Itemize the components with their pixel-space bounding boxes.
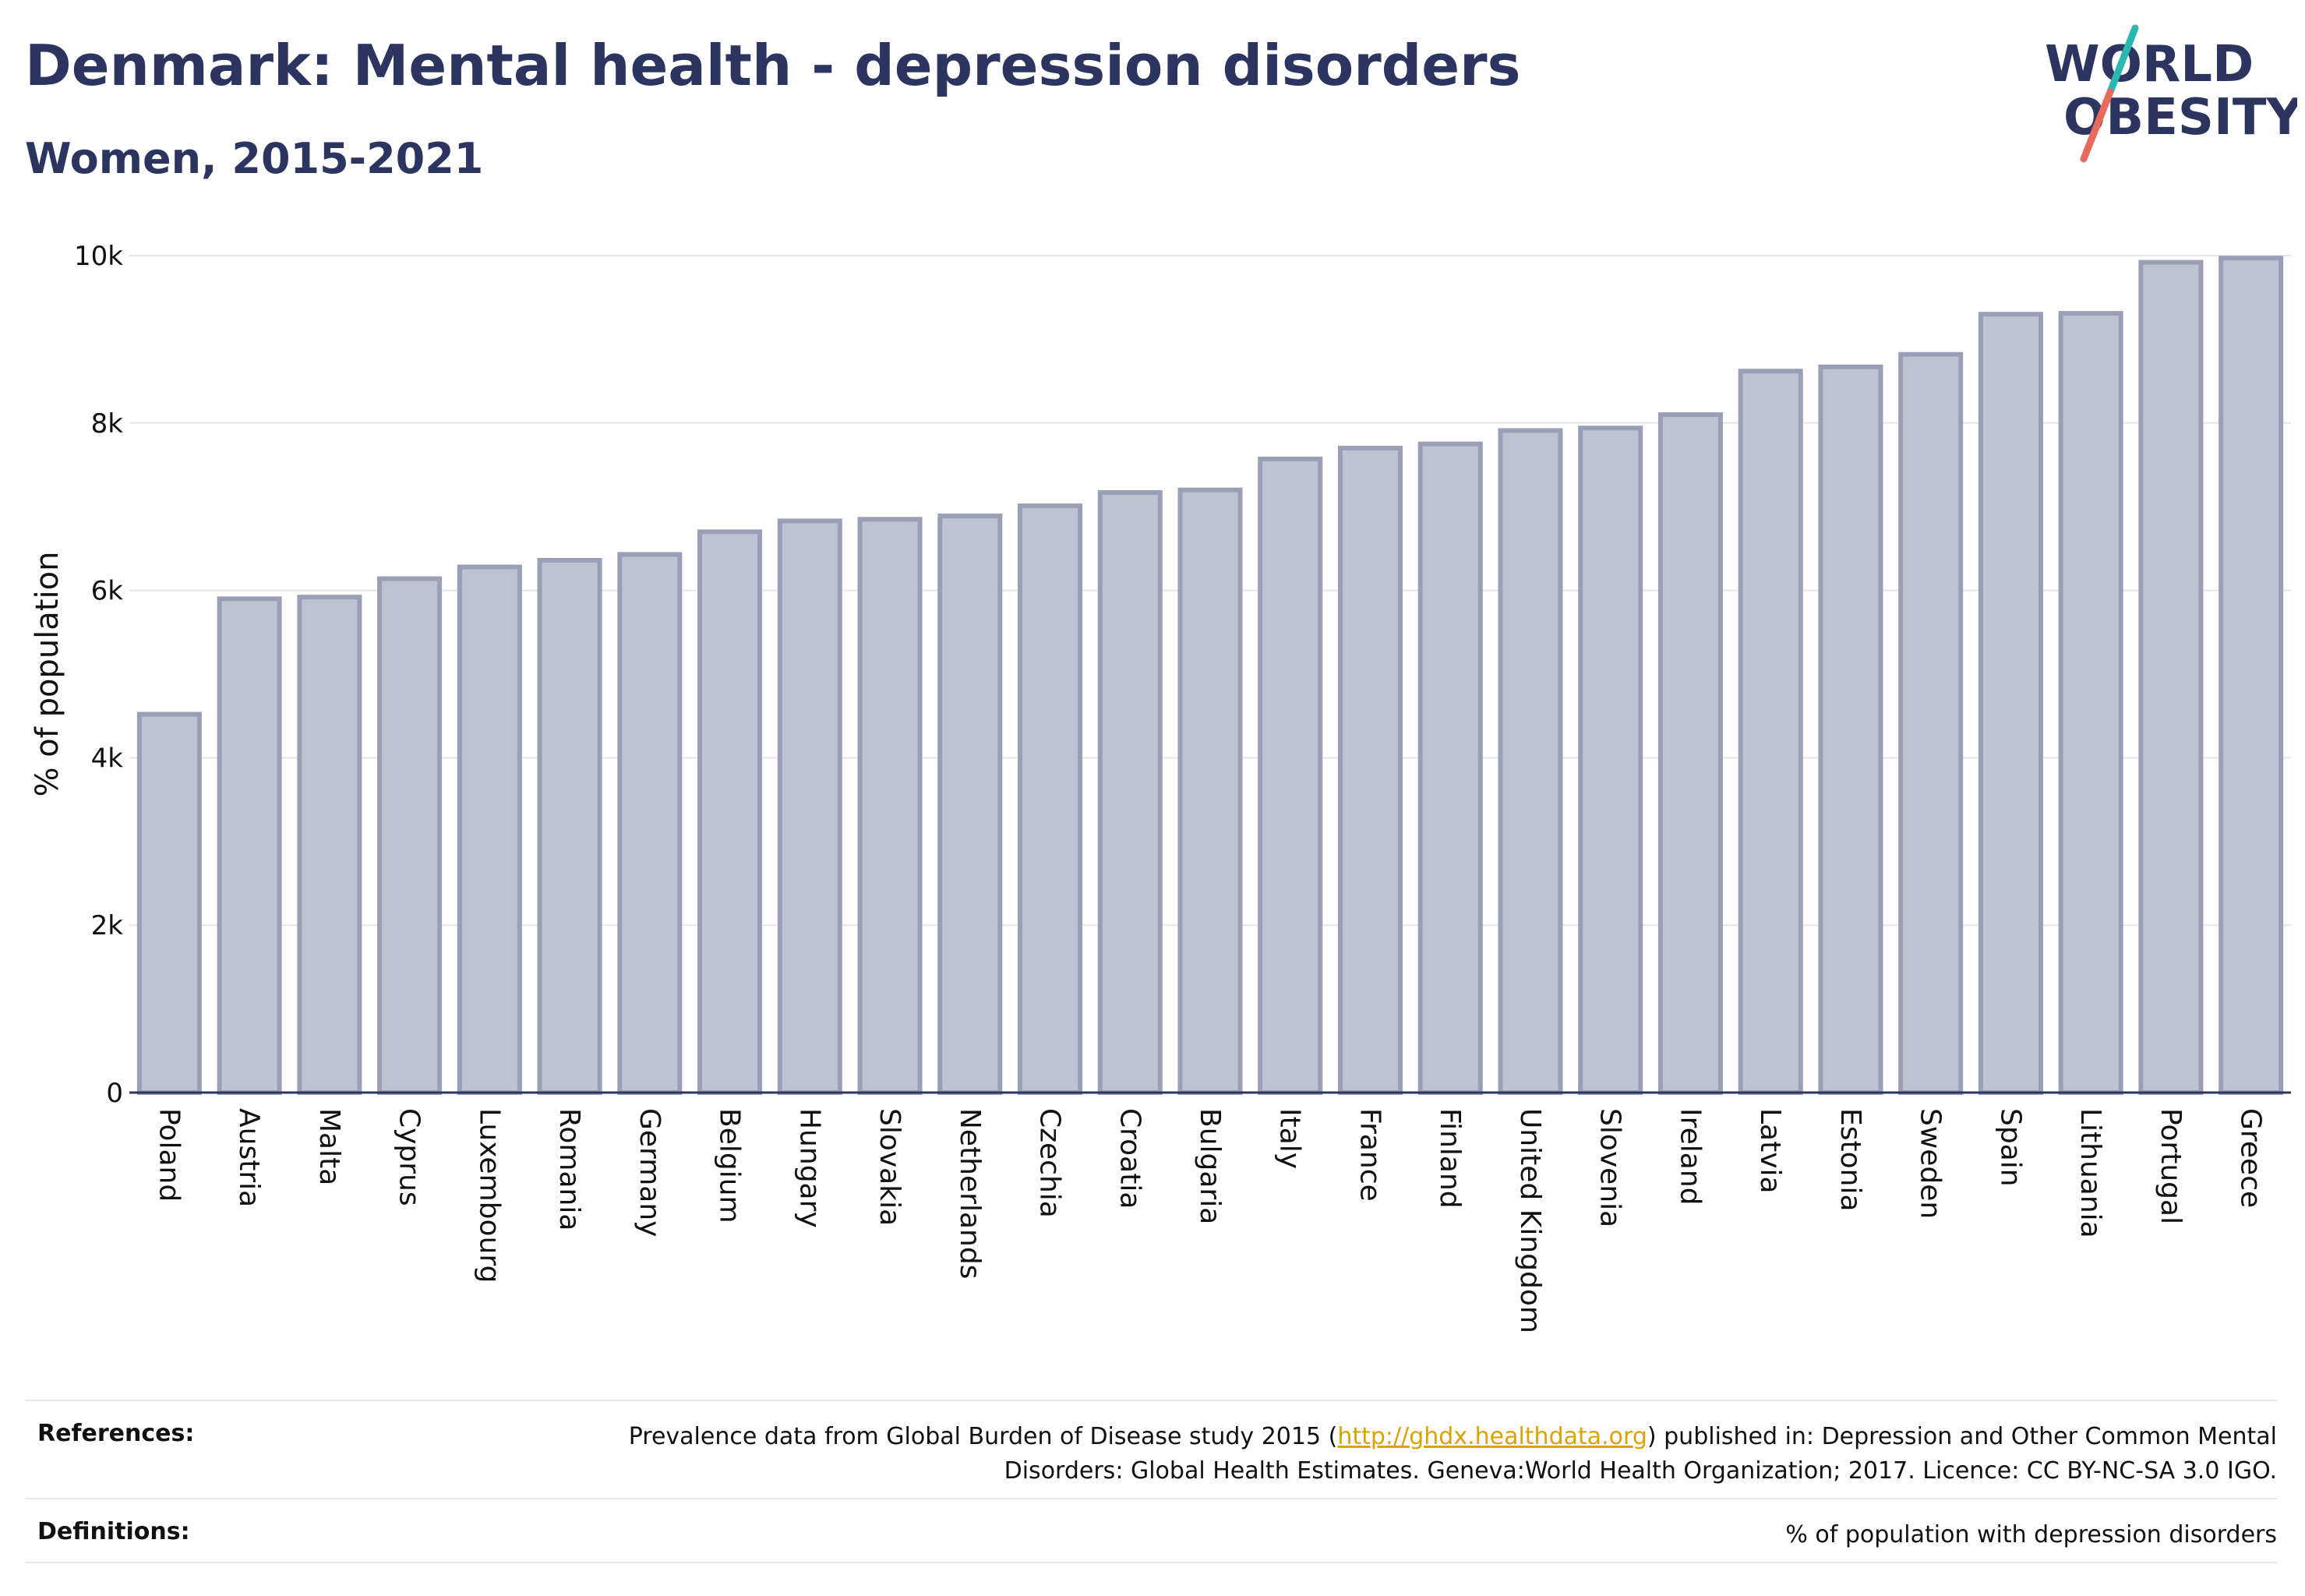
y-tick-label: 10k (74, 241, 123, 272)
bar (2138, 260, 2204, 1095)
references-link[interactable]: http://ghdx.healthdata.org (1337, 1423, 1647, 1450)
bar (2219, 256, 2284, 1095)
bar (617, 552, 683, 1095)
references-label: References: (37, 1420, 195, 1447)
bar (1898, 351, 1964, 1095)
x-tick-label: Bulgaria (1194, 1108, 1226, 1224)
bar (1657, 412, 1723, 1095)
bar (1177, 487, 1243, 1095)
definitions-row: Definitions: % of population with depres… (25, 1518, 2277, 1557)
y-tick-label: 2k (91, 910, 124, 941)
x-tick-label: France (1354, 1108, 1385, 1202)
x-tick-label: Sweden (1915, 1108, 1947, 1219)
bar (697, 529, 763, 1095)
x-tick-label: Finland (1434, 1108, 1466, 1209)
x-tick-label: Austria (233, 1108, 265, 1207)
logo-slash-top (2106, 24, 2139, 96)
bar (1017, 503, 1083, 1095)
axis-labels: 0 2k 4k 6k 8k 10k Poland Austria Malta Cyprus Luxe… (30, 241, 2267, 1333)
references-text: Prevalence data from Global Burden of Di… (628, 1423, 2277, 1485)
bar (2058, 311, 2123, 1095)
x-tick-label: Croatia (1114, 1108, 1145, 1209)
bar (297, 595, 362, 1095)
references-row: References: Prevalence data from Global … (25, 1420, 2277, 1490)
chart-title: Denmark: Mental health - depression diso… (25, 33, 1521, 98)
y-tick-label: 8k (91, 408, 124, 440)
x-tick-label: Malta (313, 1108, 345, 1185)
x-tick-label: Poland (153, 1108, 185, 1202)
bar (377, 576, 443, 1095)
bar (1498, 428, 1563, 1095)
x-tick-label: Hungary (793, 1108, 825, 1228)
bar-chart: 0 2k 4k 6k 8k 10k Poland Austria Malta Cyprus Luxe… (30, 241, 2291, 1333)
bar (1258, 456, 1323, 1095)
bar (537, 557, 602, 1095)
x-tick-label: Latvia (1754, 1108, 1786, 1194)
x-tick-label: Slovakia (874, 1108, 905, 1226)
x-tick-label: Cyprus (394, 1108, 425, 1206)
bar (1738, 369, 1803, 1096)
x-tick-label: Estonia (1834, 1108, 1866, 1212)
x-tick-label: Czechia (1034, 1108, 1066, 1218)
footer-divider-middle (25, 1498, 2277, 1499)
y-tick-label: 4k (91, 743, 124, 774)
x-tick-label: Greece (2235, 1108, 2267, 1208)
y-axis-label: % of population (30, 552, 65, 797)
x-tick-label: United Kingdom (1514, 1108, 1546, 1333)
bars (136, 256, 2284, 1096)
bar (1818, 364, 1883, 1096)
bar (1578, 425, 1643, 1095)
bar (1097, 489, 1163, 1095)
x-tick-label: Italy (1274, 1108, 1306, 1169)
definitions-label: Definitions: (37, 1518, 190, 1545)
logo-slash-bottom (2080, 88, 2114, 163)
footer-divider-bottom (25, 1562, 2277, 1563)
bar (1337, 446, 1403, 1095)
x-tick-label: Romania (553, 1108, 585, 1231)
x-tick-label: Portugal (2155, 1108, 2187, 1224)
x-tick-label: Belgium (714, 1108, 746, 1223)
bar (777, 518, 842, 1095)
x-tick-label: Germany (634, 1108, 665, 1237)
x-tick-label: Ireland (1674, 1108, 1706, 1206)
y-tick-label: 0 (106, 1078, 123, 1109)
bar (136, 711, 202, 1095)
logo-text-world: WORLD (2045, 36, 2254, 94)
x-tick-label: Slovenia (1594, 1108, 1626, 1227)
chart-subtitle: Women, 2015-2021 (25, 134, 484, 183)
world-obesity-logo: WORLD OBESITY (2045, 24, 2297, 163)
bar (217, 596, 282, 1095)
footer-divider-top (25, 1400, 2277, 1401)
bar (457, 564, 522, 1095)
x-tick-label: Lithuania (2074, 1108, 2106, 1238)
x-tick-label: Spain (1994, 1108, 2026, 1187)
y-tick-label: 6k (91, 576, 124, 607)
bar (1417, 441, 1483, 1095)
x-tick-label: Luxembourg (473, 1108, 505, 1283)
bar (857, 517, 923, 1095)
definitions-text: % of population with depression disorder… (1785, 1521, 2277, 1548)
x-tick-label: Netherlands (954, 1108, 986, 1279)
bar (937, 514, 1003, 1095)
bar (1978, 312, 2043, 1095)
